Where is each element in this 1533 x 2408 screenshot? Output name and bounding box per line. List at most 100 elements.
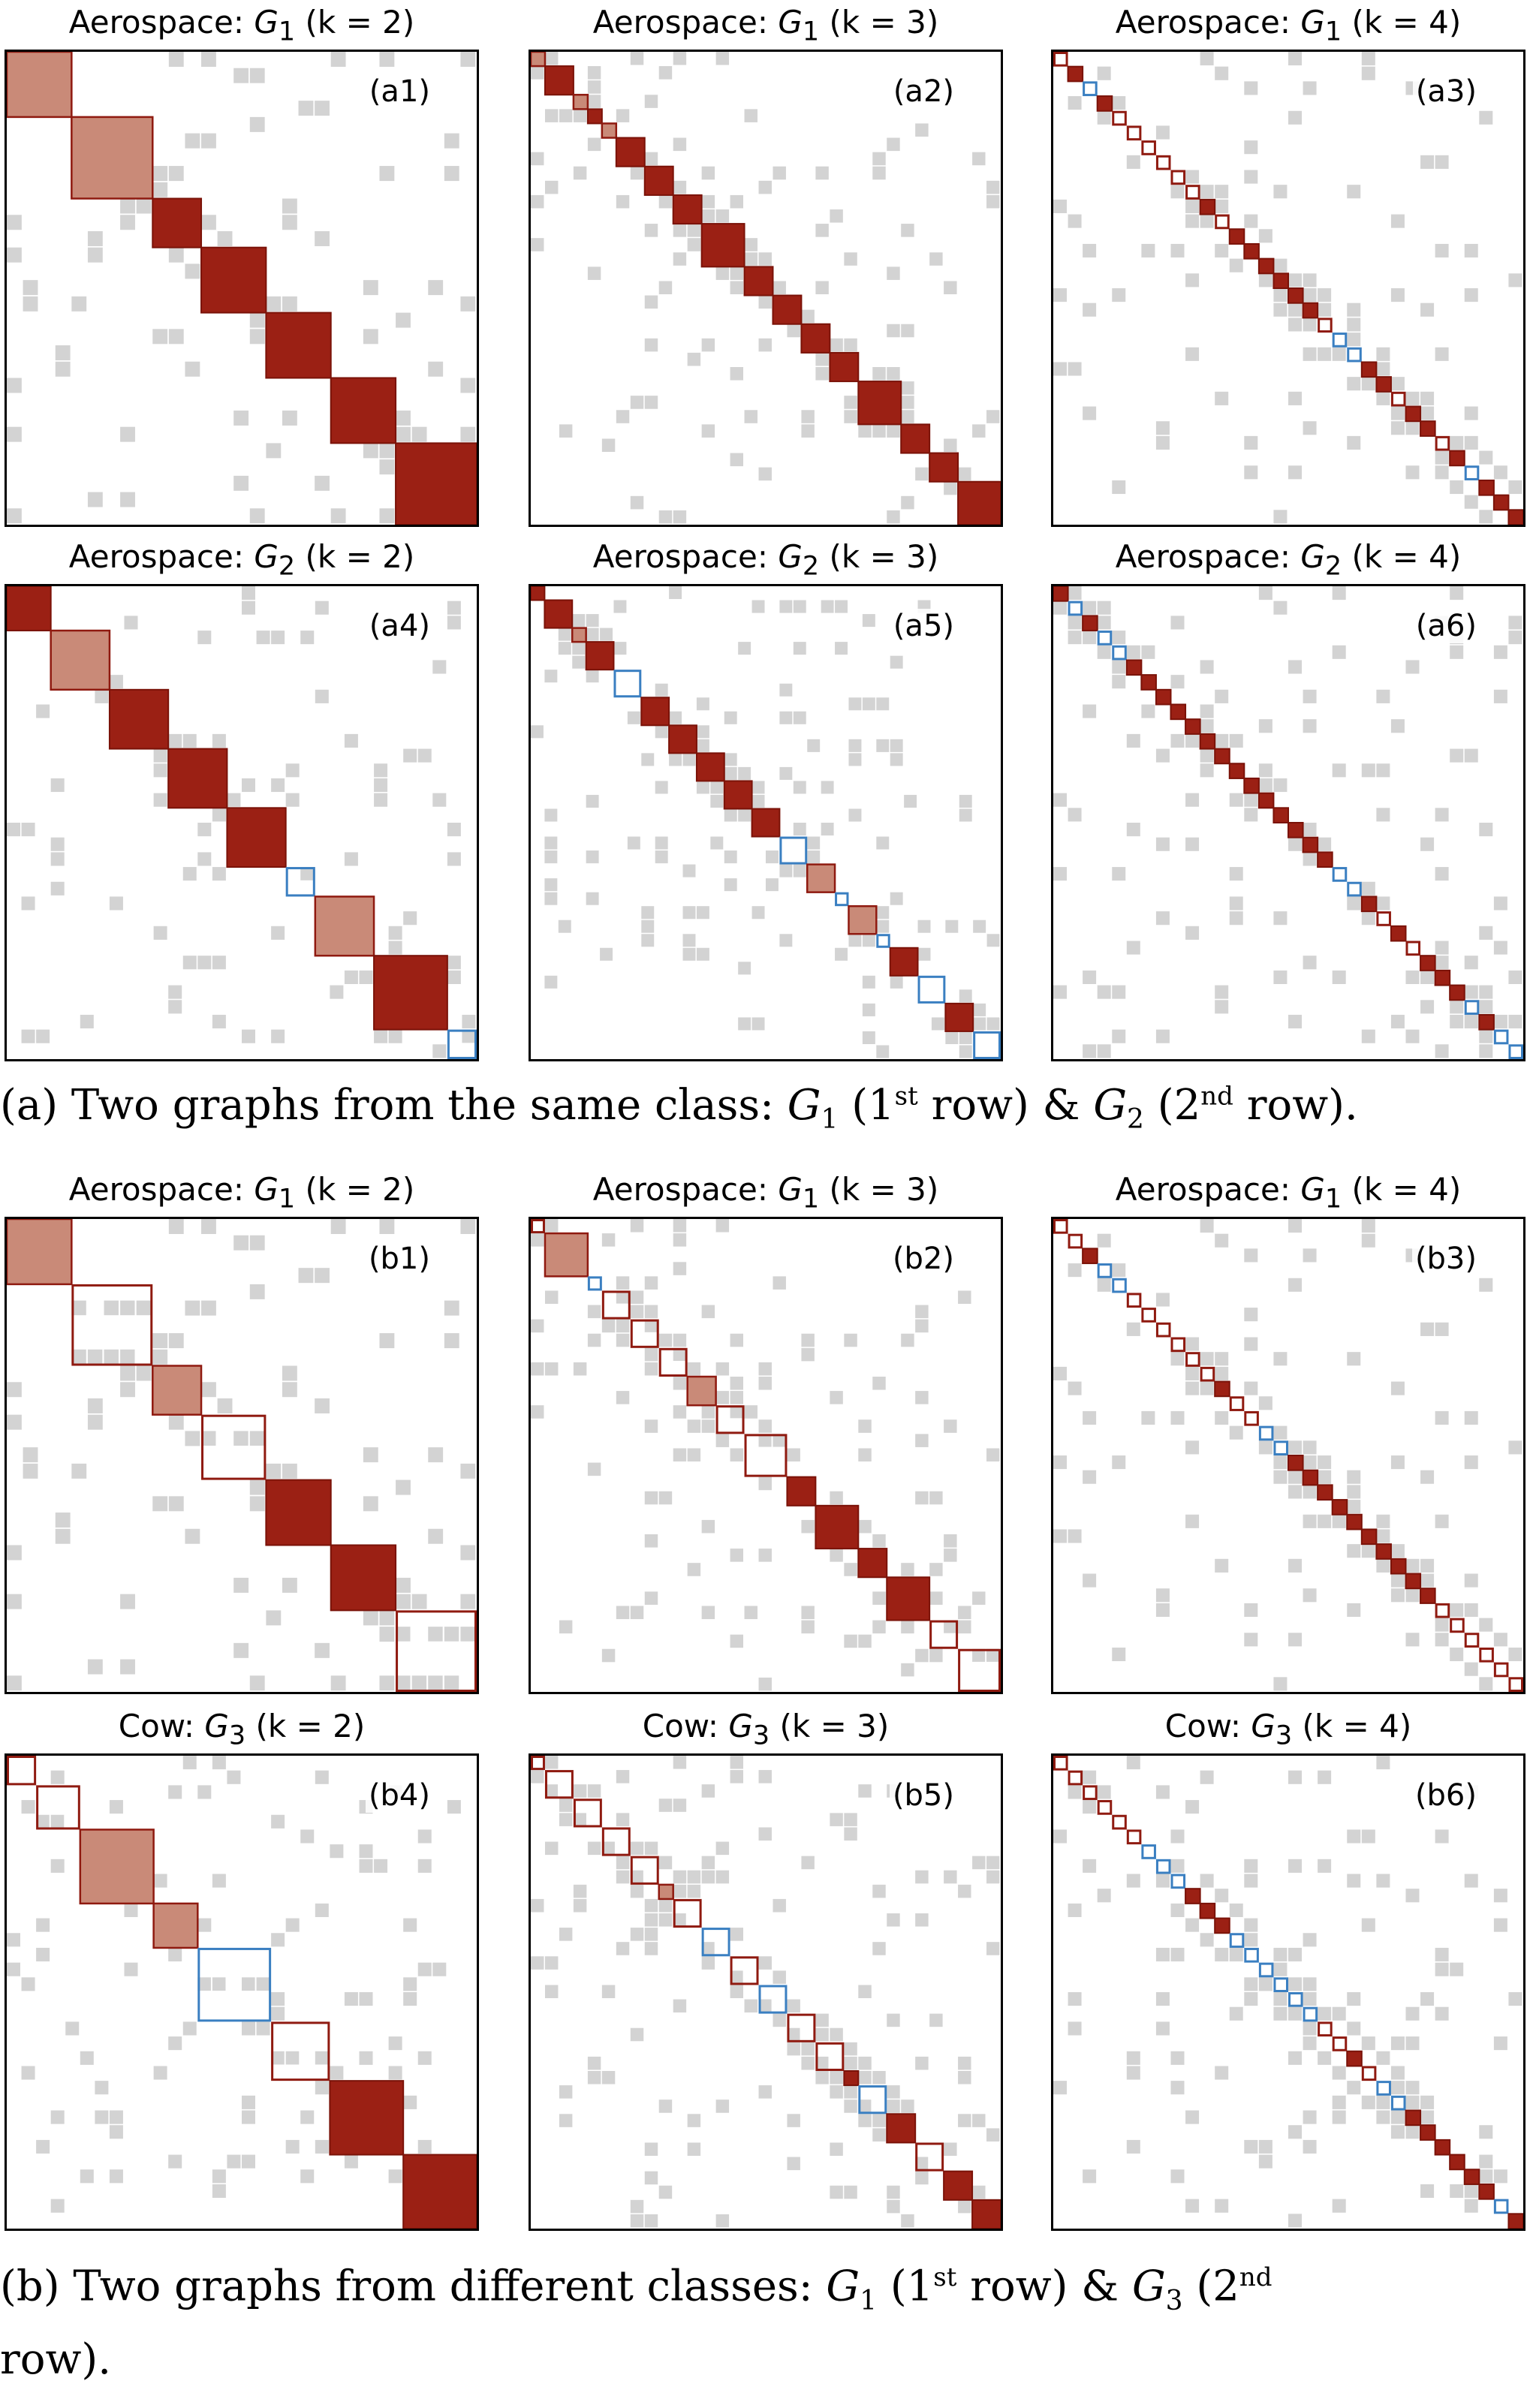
heatmap-svg (531, 52, 1001, 525)
edge-cell (1508, 970, 1522, 984)
block-matched (1302, 302, 1319, 319)
edge-cell (835, 642, 848, 655)
edge-cell (266, 1610, 282, 1626)
edge-cell (363, 1496, 378, 1512)
edge-cell (227, 793, 241, 807)
edge-cell (201, 1300, 216, 1316)
edge-cell (573, 1884, 587, 1898)
edge-cell (1068, 586, 1082, 600)
edge-cell (876, 836, 890, 850)
edge-cell (1361, 911, 1375, 926)
block-inner-cell (428, 1675, 443, 1690)
edge-cell (227, 1770, 241, 1784)
block-inner-cell (50, 1814, 65, 1829)
edge-cell (242, 2110, 255, 2124)
edge-cell (901, 2214, 914, 2228)
edge-cell (1479, 2154, 1493, 2169)
edge-cell (1303, 823, 1317, 837)
block-inner-cell (460, 1627, 475, 1642)
edge-cell (282, 410, 297, 426)
edge-cell (444, 1300, 459, 1316)
edge-cell (559, 109, 573, 122)
edge-cell (758, 1419, 772, 1433)
edge-cell (1405, 1029, 1420, 1043)
edge-cell (901, 1620, 914, 1634)
edge-cell (256, 631, 270, 645)
edge-cell (359, 2051, 373, 2065)
edge-cells (1053, 1219, 1522, 1691)
block-matched (772, 294, 803, 325)
edge-cell (644, 1591, 658, 1605)
block-inner-cell (396, 1627, 411, 1642)
heatmap-box: (b3) (1051, 1217, 1525, 1694)
edge-cell (715, 2099, 730, 2113)
block-matched (1170, 703, 1187, 721)
edge-cell (1390, 2110, 1405, 2124)
edge-cell (1390, 377, 1405, 391)
edge-cell (1215, 391, 1229, 405)
edge-cell (1185, 273, 1200, 287)
edge-cell (1288, 465, 1302, 480)
block-matched (700, 223, 745, 268)
edge-cell (1273, 911, 1288, 926)
block-partial (7, 1219, 73, 1286)
edge-cell (862, 1003, 875, 1016)
edge-cell (758, 295, 772, 309)
edge-cell (1318, 2051, 1332, 2065)
edge-cell (1141, 1410, 1155, 1425)
heatmap-box: (a6) (1051, 584, 1525, 1061)
edge-cell (1318, 1470, 1332, 1484)
edge-cell (80, 1014, 94, 1029)
edge-cell (1464, 288, 1478, 303)
edge-cell (50, 852, 65, 866)
edge-cell (36, 704, 50, 718)
edge-cells (1053, 52, 1522, 524)
edge-cell (558, 920, 571, 933)
edge-cell (682, 947, 696, 961)
edge-cell (1450, 2184, 1464, 2199)
edge-cell (730, 1333, 744, 1347)
edge-cell (344, 2154, 358, 2169)
edge-cell (779, 864, 793, 877)
edge-cell (644, 1928, 658, 1941)
edge-cell (1273, 970, 1288, 984)
edge-cell (601, 438, 616, 453)
edge-cell (80, 2051, 94, 2065)
edge-cell (887, 2013, 900, 2027)
edge-cell (23, 1447, 38, 1463)
caption-a: (a) Two graphs from the same class: G1 (… (0, 1081, 1358, 1136)
edge-cell (168, 1219, 184, 1234)
edge-cell (1170, 185, 1185, 199)
edge-cell (1155, 837, 1170, 851)
edge-cell (830, 2071, 843, 2084)
block-inner-cell (120, 1300, 135, 1316)
block-outline-red (396, 1610, 477, 1692)
edge-cell (959, 1045, 972, 1058)
edge-cell (531, 152, 544, 166)
block-matched (743, 266, 774, 296)
edge-cell (1083, 970, 1097, 984)
block-inner-cell (730, 1405, 743, 1419)
edge-cell (396, 1479, 411, 1495)
edge-cells (7, 586, 476, 1058)
edge-cell (1435, 450, 1449, 465)
edge-cell (1435, 956, 1449, 970)
edge-cell (379, 459, 395, 475)
edge-cell (1068, 1529, 1082, 1543)
edge-cell (890, 655, 903, 669)
edge-cell (1185, 170, 1200, 184)
block-matched (1082, 615, 1098, 632)
edge-cell (559, 424, 573, 438)
edge-cell (687, 1419, 701, 1433)
block-matched (829, 351, 860, 383)
block-inner-cell (36, 1814, 50, 1829)
edge-cell (109, 2169, 123, 2184)
edge-cell (986, 1448, 1000, 1462)
edge-cell (7, 823, 20, 837)
edge-cell (50, 2199, 65, 2213)
edge-cell (1464, 2199, 1478, 2213)
edge-cell (696, 739, 709, 752)
edge-cell (944, 438, 957, 453)
panel-a3: Aerospace: G1 (k = 4) (a3) (1051, 0, 1525, 533)
edge-cell (212, 2169, 226, 2184)
